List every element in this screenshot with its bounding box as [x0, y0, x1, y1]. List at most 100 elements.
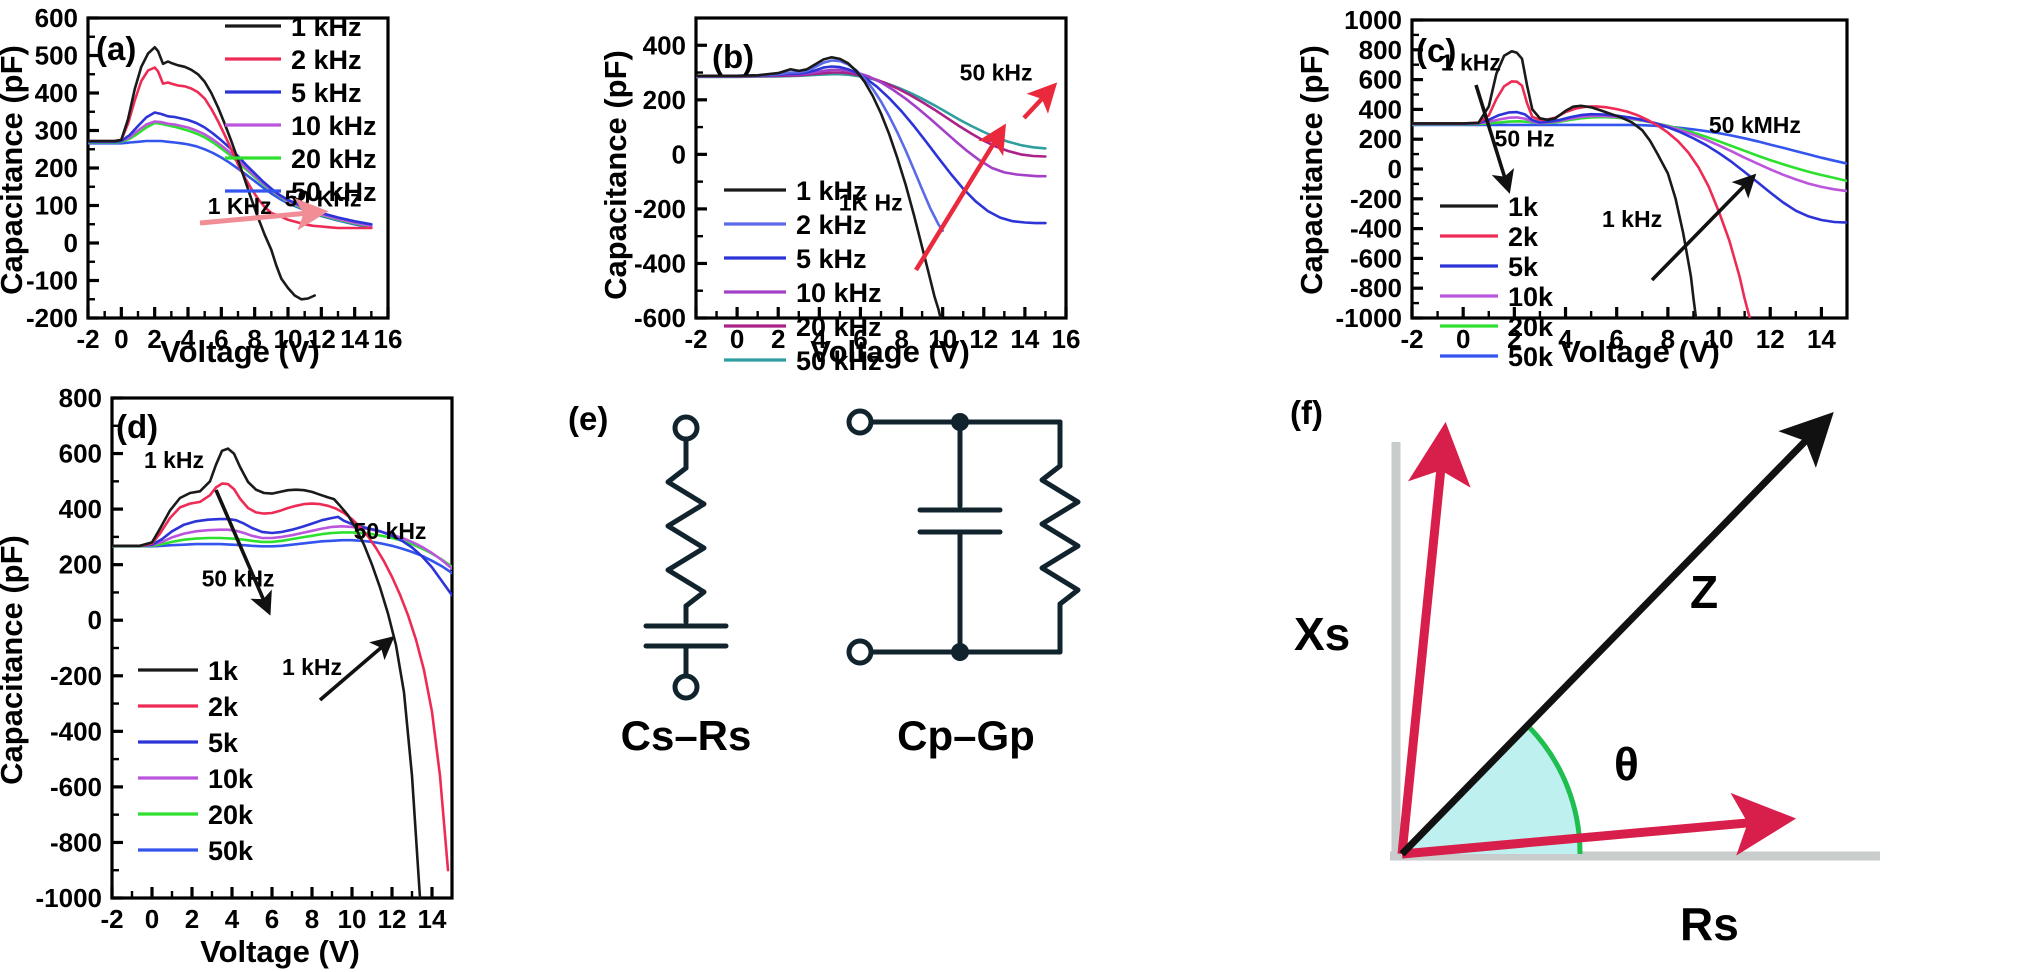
y-tick-label: -400 — [1350, 214, 1402, 244]
y-tick-label: 400 — [643, 30, 686, 60]
x-tick-label: 14 — [340, 324, 369, 354]
trend-arrow — [199, 198, 329, 231]
x-tick-label: -2 — [684, 324, 707, 354]
resistor-icon — [665, 465, 707, 609]
x-tick-label: 8 — [305, 904, 319, 934]
x-tick-label: 12 — [307, 324, 336, 354]
y-tick-label: -1000 — [1336, 303, 1403, 333]
x-tick-label: 0 — [145, 904, 159, 934]
series-curve-1k — [112, 447, 422, 898]
legend-label-10-kHz: 10 kHz — [796, 278, 882, 308]
series-curve-1-kHz — [696, 56, 942, 318]
y-tick-label: 800 — [1359, 35, 1402, 65]
trend-arrow — [914, 123, 1007, 272]
y-tick-label: -100 — [26, 266, 78, 296]
y-tick-label: -200 — [50, 661, 102, 691]
series-curve-2k — [112, 482, 450, 872]
panel-e-svg: (e) Cs–Rs — [568, 400, 1081, 759]
legend-label-1k: 1k — [1508, 192, 1539, 222]
y-tick-label: -1000 — [36, 883, 103, 913]
terminal-icon — [672, 673, 700, 701]
legend-label-5-kHz: 5 kHz — [796, 244, 867, 274]
x-tick-label: 16 — [1052, 324, 1081, 354]
legend-label-50k: 50k — [1508, 342, 1554, 372]
trend-arrow — [1474, 84, 1515, 194]
plot-frame — [110, 396, 454, 900]
x-tick-label: -2 — [1400, 324, 1423, 354]
series-curve-1-kHz — [88, 46, 316, 301]
x-tick-label: 2 — [771, 324, 785, 354]
y-tick-label: -400 — [634, 248, 686, 278]
resistance-vector — [1401, 792, 1797, 859]
legend-label-1-kHz: 1 kHz — [291, 12, 362, 42]
resistor-icon — [1039, 463, 1081, 607]
panel-b-label: (b) — [712, 38, 754, 75]
y-tick-label: 0 — [64, 228, 78, 258]
panel-c-plot: -2 0 2 4 6 8 10 12 14-1000-800-600-400-200020040… — [1336, 5, 1849, 372]
legend-label-20-kHz: 20 kHz — [291, 144, 377, 174]
x-tick-label: 2 — [185, 904, 199, 934]
y-tick-label: 200 — [643, 85, 686, 115]
series-curve-50k — [112, 538, 452, 575]
panel-a-ytitle: Capacitance (pF) — [0, 45, 29, 295]
angle-label: θ — [1614, 738, 1639, 790]
legend-label-10-kHz: 10 kHz — [291, 111, 377, 141]
y-tick-label: 800 — [59, 383, 102, 413]
x-tick-label: 10 — [338, 904, 367, 934]
legend-label-1k: 1k — [208, 656, 239, 686]
x-tick-label: 0 — [114, 324, 128, 354]
panel-a-plot: -2 0 2 4 6 8 10 12 14 16-200-10001002003004005006… — [26, 3, 403, 354]
terminal-icon — [672, 414, 700, 442]
series-curve-5-kHz — [88, 111, 373, 226]
x-tick-label: 4 — [181, 324, 196, 354]
impedance-vector — [1399, 411, 1834, 857]
x-tick-label: 8 — [1661, 324, 1675, 354]
series-circuit-caption: Cs–Rs — [621, 712, 752, 759]
x-tick-label: 2 — [1507, 324, 1521, 354]
series-curve-1k — [1412, 50, 1698, 318]
panel-b: -2 0 2 4 6 8 10 12 14 16 -600 -400 -200 0 200 400 1 kHz 2… — [598, 0, 1300, 376]
y-tick-label: 600 — [35, 3, 78, 33]
y-tick-label: 600 — [1359, 65, 1402, 95]
angle-wedge — [1402, 728, 1581, 854]
trend-arrow — [1650, 173, 1757, 282]
legend-label-20-kHz: 20 kHz — [796, 312, 882, 342]
y-tick-label: 0 — [88, 605, 102, 635]
trend-arrow — [318, 636, 395, 702]
x-tick-label: 8 — [247, 324, 261, 354]
x-tick-label: 6 — [265, 904, 279, 934]
panel-a-svg: -2 0 2 4 6 8 10 12 14 16-200-10001002003004005006… — [0, 3, 403, 369]
y-tick-label: 0 — [1388, 154, 1402, 184]
panel-c: -2 0 2 4 6 8 10 12 14 -1000 -800 -600 -400 -200 0 200 40… — [1294, 0, 2020, 372]
panel-f-svg: (f) Xs Rs Z θ — [1290, 394, 1880, 950]
y-tick-label: -200 — [1350, 184, 1402, 214]
y-tick-label: 1000 — [1344, 5, 1402, 35]
legend-label-2k: 2k — [1508, 222, 1539, 252]
panel-e: (e) Cs–Rs — [560, 380, 1280, 972]
panel-b-ytitle: Capacitance (pF) — [598, 50, 633, 300]
x-tick-label: 14 — [1807, 324, 1836, 354]
annotation-2: 50 kHz — [354, 518, 427, 544]
series-curve-5k — [112, 515, 452, 597]
x-tick-label: 4 — [1558, 324, 1573, 354]
legend-label-20k: 20k — [1508, 312, 1554, 342]
annotation-2: 50 kMHz — [1709, 112, 1801, 138]
annotation-3: 1 kHz — [1602, 206, 1662, 232]
impedance-label: Z — [1690, 566, 1718, 618]
legend-label-10k: 10k — [208, 764, 254, 794]
x-tick-label: 6 — [214, 324, 228, 354]
y-tick-label: 400 — [35, 78, 78, 108]
legend-label-50-kHz: 50 kHz — [796, 346, 882, 376]
panel-d-svg: -2 0 2 4 6 8 10 12 14-1000-800-600-400-200020040… — [0, 383, 454, 969]
trend-arrow — [214, 489, 272, 616]
reactance-vector — [1397, 421, 1471, 855]
x-tick-label: 12 — [378, 904, 407, 934]
legend-label-50k: 50k — [208, 836, 254, 866]
series-group — [112, 447, 452, 898]
terminal-icon — [846, 408, 874, 436]
x-tick-label: 4 — [812, 324, 827, 354]
panel-f: (f) Xs Rs Z θ — [1280, 380, 2020, 972]
y-tick-label: 400 — [59, 494, 102, 524]
x-tick-label: 6 — [1609, 324, 1623, 354]
